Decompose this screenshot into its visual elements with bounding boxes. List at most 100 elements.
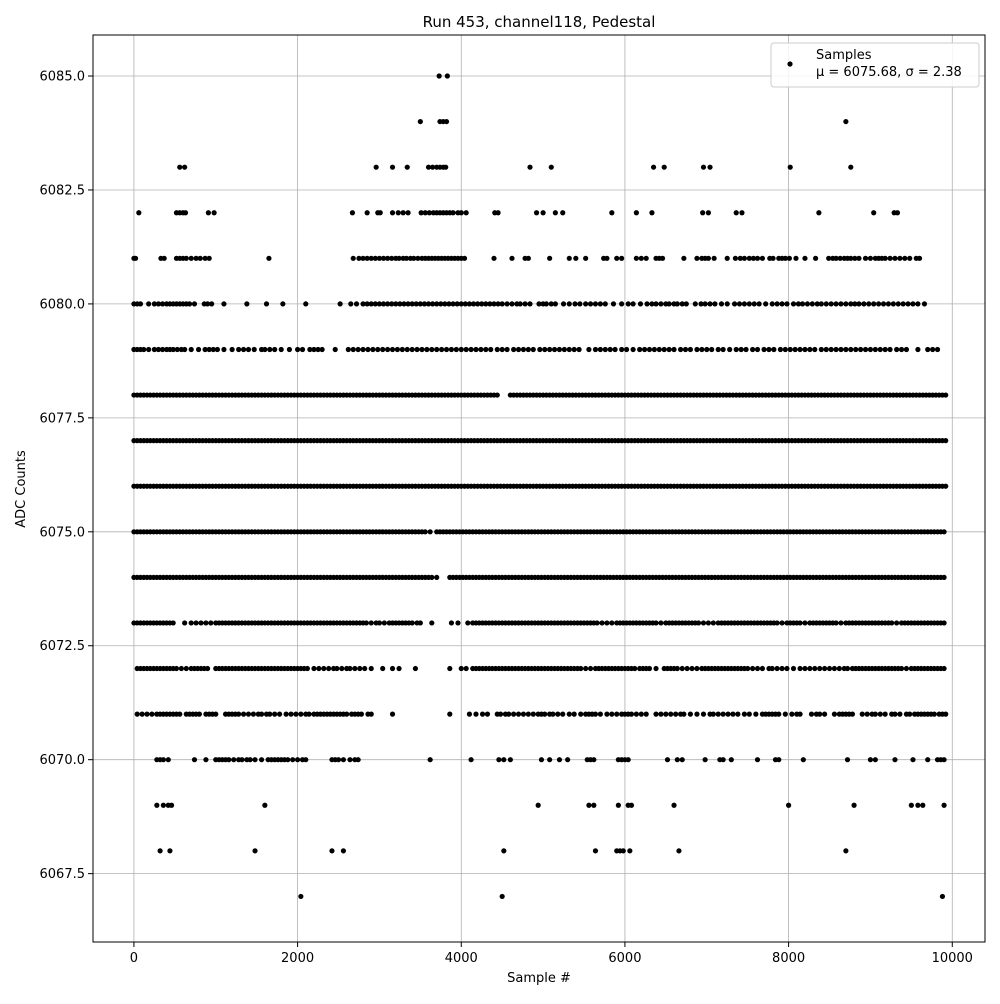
data-point (653, 665, 659, 672)
data-point (615, 802, 621, 808)
data-point (597, 301, 603, 307)
data-point (368, 255, 374, 261)
data-point (925, 757, 931, 763)
data-point (628, 711, 635, 717)
data-point (822, 711, 828, 717)
data-point (728, 757, 734, 763)
data-point (705, 255, 711, 261)
data-point (240, 346, 247, 353)
data-point (258, 711, 265, 717)
data-point (715, 711, 721, 717)
data-point (520, 346, 527, 353)
data-point (368, 301, 374, 307)
data-point (677, 346, 684, 353)
data-point (461, 255, 468, 261)
data-point (368, 665, 374, 672)
data-point (903, 346, 910, 353)
data-point (470, 301, 477, 307)
data-point (288, 711, 294, 717)
data-point (350, 346, 356, 353)
y-tick-label: 6082.5 (40, 183, 86, 198)
data-point (659, 255, 666, 261)
data-point (797, 711, 803, 717)
data-point (941, 620, 947, 626)
data-point (146, 346, 152, 353)
x-tick-label: 8000 (772, 951, 805, 966)
data-point (193, 255, 199, 261)
data-point (566, 301, 572, 307)
data-point (221, 346, 227, 353)
data-point (191, 757, 198, 763)
data-point (862, 255, 869, 261)
data-point (761, 346, 767, 353)
data-point (882, 711, 888, 717)
data-point (759, 255, 766, 261)
data-point (478, 346, 484, 353)
data-point (671, 346, 677, 353)
data-point (828, 301, 834, 307)
data-point (178, 665, 184, 672)
data-point (604, 711, 610, 717)
data-point (206, 255, 212, 261)
data-point (802, 346, 808, 353)
data-point (442, 301, 448, 307)
data-point (707, 164, 713, 170)
data-point (671, 802, 677, 808)
data-point (439, 346, 445, 353)
data-point (571, 711, 577, 717)
data-point (941, 802, 947, 808)
data-point (787, 164, 793, 170)
data-point (173, 665, 180, 672)
data-point (515, 711, 522, 717)
data-point (625, 757, 631, 763)
data-point (191, 301, 198, 307)
data-point (262, 346, 268, 353)
data-point (689, 665, 695, 672)
data-point (448, 620, 455, 626)
data-point (250, 711, 256, 717)
data-point (643, 711, 649, 717)
data-point (766, 346, 772, 353)
data-point (741, 255, 748, 261)
data-point (491, 301, 497, 307)
data-point (380, 255, 387, 261)
data-point (263, 301, 270, 307)
data-point (236, 711, 242, 717)
data-point (941, 665, 947, 672)
data-point (188, 620, 194, 626)
data-point (898, 346, 905, 353)
data-point (144, 711, 150, 717)
data-point (892, 255, 898, 261)
data-point (543, 301, 549, 307)
data-point (843, 848, 849, 854)
data-point (316, 665, 322, 672)
data-point (204, 665, 211, 672)
data-point (417, 118, 423, 125)
data-point (890, 301, 896, 307)
data-point (434, 301, 440, 307)
data-point (856, 301, 862, 307)
data-point (813, 255, 819, 261)
data-point (385, 301, 391, 307)
data-point (504, 346, 510, 353)
data-point (743, 346, 749, 353)
data-point (861, 301, 867, 307)
data-point (495, 210, 501, 216)
data-point (591, 757, 597, 763)
data-point (650, 164, 657, 170)
data-point (403, 255, 410, 261)
data-point (455, 620, 461, 626)
data-point (702, 757, 708, 763)
data-point (266, 255, 272, 261)
data-point (399, 346, 405, 353)
data-point (844, 757, 851, 763)
data-point (141, 346, 147, 353)
data-point (136, 210, 142, 216)
data-point (807, 665, 813, 672)
data-point (681, 711, 687, 717)
y-tick-label: 6080.0 (40, 297, 86, 312)
legend-box (770, 42, 980, 88)
data-point (902, 255, 908, 261)
data-point (943, 711, 949, 717)
data-point (448, 346, 455, 353)
